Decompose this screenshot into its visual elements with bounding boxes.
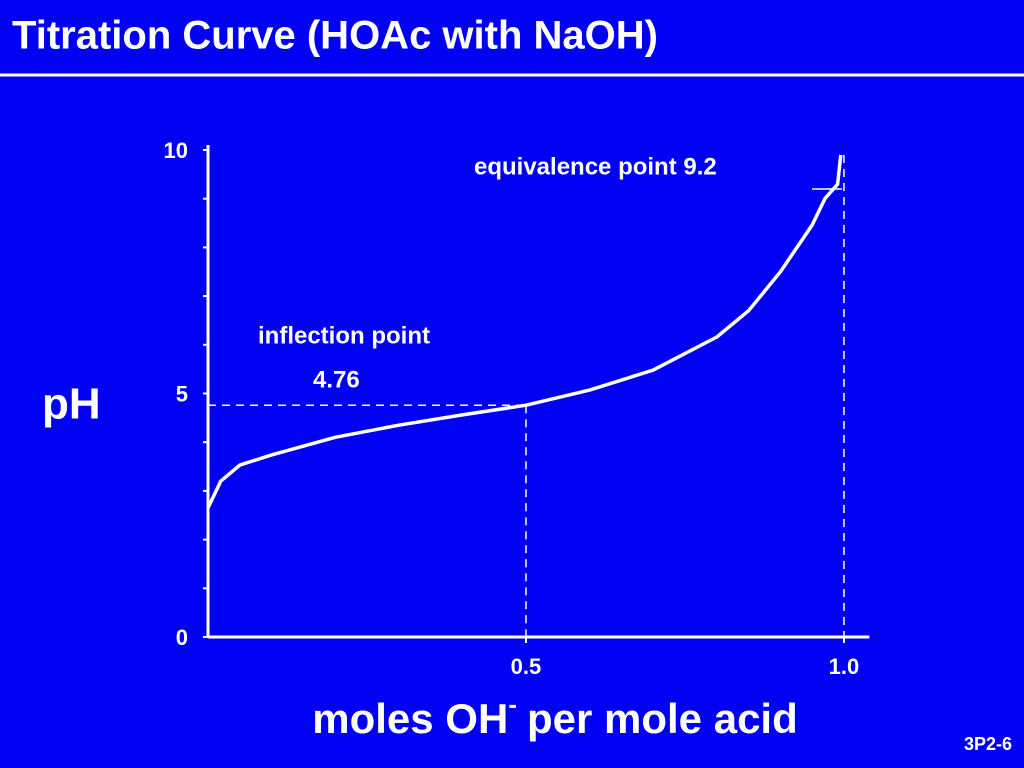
y-axis-label: pH xyxy=(42,380,101,429)
y-tick-label: 10 xyxy=(164,138,188,163)
annotation: equivalence point 9.2 xyxy=(474,153,717,180)
titration-curve xyxy=(206,154,843,509)
x-label-superscript: - xyxy=(508,689,517,719)
x-label-part: moles OH xyxy=(312,695,508,742)
y-tick-label: 5 xyxy=(176,381,188,406)
x-tick-label: 0.5 xyxy=(511,654,542,679)
annotation: inflection point xyxy=(258,322,430,349)
slide-title: Titration Curve (HOAc with NaOH) xyxy=(12,14,658,58)
x-tick-label: 1.0 xyxy=(829,654,860,679)
x-label-part: per mole acid xyxy=(527,695,798,742)
annotation: 4.76 xyxy=(313,366,360,393)
slide-number: 3P2-6 xyxy=(964,734,1012,754)
y-tick-label: 0 xyxy=(176,625,188,650)
x-axis-label: moles OH-per mole acid xyxy=(312,689,798,742)
